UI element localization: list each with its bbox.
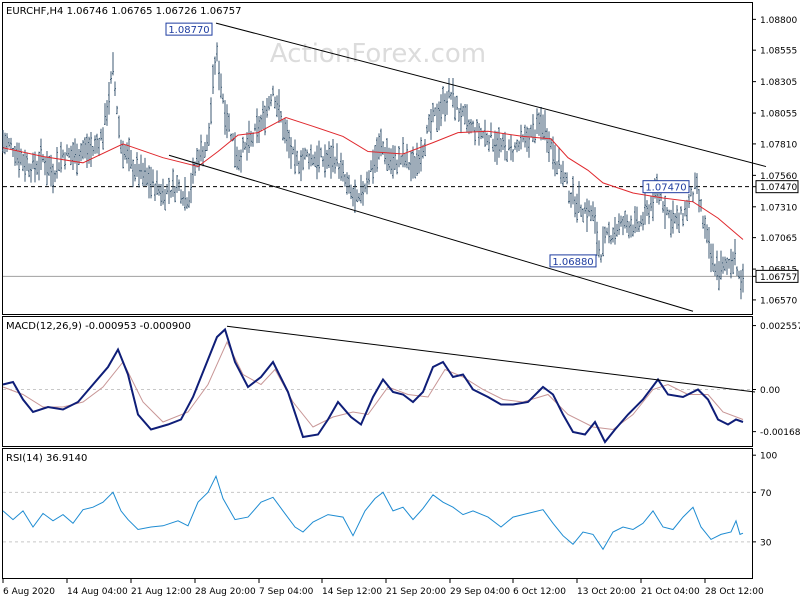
rsi-axis-label: 100 bbox=[760, 452, 777, 462]
annotation-high-box bbox=[165, 22, 213, 36]
macd-header: MACD(12,26,9) -0.000953 -0.000900 bbox=[6, 321, 191, 332]
macd-axis-label: -0.001685 bbox=[760, 428, 800, 438]
x-axis-label: 28 Oct 12:00 bbox=[705, 587, 764, 597]
macd-panel: MACD(12,26,9) -0.000953 -0.000900 bbox=[2, 316, 756, 447]
x-axis-label: 6 Aug 2020 bbox=[3, 587, 55, 597]
rsi-line bbox=[2, 474, 744, 551]
price-axis-label: 1.06757 bbox=[760, 273, 797, 283]
lower-channel-trendline bbox=[168, 154, 694, 312]
macd-axis-label: 0.002557 bbox=[760, 322, 800, 332]
upper-channel-trendline bbox=[215, 22, 767, 168]
price-axis-label: 1.08800 bbox=[760, 16, 797, 26]
macd-signal-line bbox=[2, 340, 744, 431]
x-axis-label: 14 Aug 04:00 bbox=[67, 587, 128, 597]
macd-line bbox=[2, 327, 744, 444]
rsi-axis-label: 70 bbox=[760, 489, 772, 499]
x-axis-label: 13 Oct 20:00 bbox=[577, 587, 636, 597]
macd-trendline bbox=[226, 325, 756, 393]
annotation-level-label: 1.07470 bbox=[645, 183, 686, 194]
x-axis-label: 28 Aug 20:00 bbox=[195, 587, 256, 597]
annotation-low-label: 1.06880 bbox=[552, 257, 593, 268]
annotation-low-box bbox=[549, 254, 597, 268]
price-axis-label: 1.07810 bbox=[760, 140, 797, 150]
macd-axis-label: 0.00 bbox=[760, 386, 780, 396]
watermark: ActionForex.com bbox=[270, 39, 486, 69]
rsi-panel: RSI(14) 36.9140 bbox=[2, 448, 753, 579]
x-axis-label: 29 Sep 04:00 bbox=[450, 587, 510, 597]
rsi-header: RSI(14) 36.9140 bbox=[6, 453, 87, 464]
x-axis-label: 6 Oct 12:00 bbox=[513, 587, 566, 597]
price-axis-label: 1.07470 bbox=[760, 183, 797, 193]
price-axis-label: 1.07560 bbox=[760, 172, 797, 182]
price-axis-label: 1.08305 bbox=[760, 78, 797, 88]
price-axis-label-box bbox=[755, 269, 799, 283]
x-axis-label: 21 Sep 20:00 bbox=[386, 587, 446, 597]
annotation-level-box bbox=[642, 180, 690, 194]
price-axis-label: 1.07065 bbox=[760, 234, 797, 244]
moving-average-line bbox=[2, 116, 744, 240]
x-axis-label: 14 Sep 12:00 bbox=[322, 587, 382, 597]
price-axis-label-box bbox=[755, 180, 799, 194]
price-bars bbox=[2, 42, 744, 300]
x-axis-label: 7 Sep 04:00 bbox=[259, 587, 314, 597]
price-axis-label: 1.08055 bbox=[760, 110, 797, 120]
price-axis-label: 1.07310 bbox=[760, 203, 797, 213]
x-axis-label: 21 Aug 12:00 bbox=[131, 587, 192, 597]
price-panel: ActionForex.com 1.08770 1.06880 1.07470 EU… bbox=[2, 2, 767, 315]
price-header: EURCHF,H4 1.06746 1.06765 1.06726 1.0675… bbox=[6, 6, 242, 17]
price-axis-label: 1.08555 bbox=[760, 47, 797, 57]
price-axis-label: 1.06570 bbox=[760, 296, 797, 306]
annotation-high-label: 1.08770 bbox=[168, 25, 209, 36]
rsi-axis-label: 30 bbox=[760, 538, 772, 548]
x-axis-label: 21 Oct 04:00 bbox=[641, 587, 700, 597]
